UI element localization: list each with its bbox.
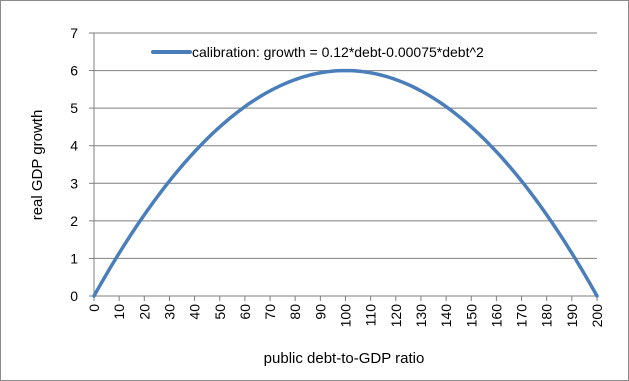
- series-line: [92, 68, 599, 298]
- y-axis-title: real GDP growth: [29, 110, 46, 221]
- x-tick-label: 180: [539, 304, 555, 328]
- x-tick-label: 150: [463, 304, 479, 328]
- x-tick-label: 40: [187, 304, 203, 320]
- y-tick-label: 5: [70, 100, 78, 116]
- axes: [89, 32, 598, 301]
- y-tick-label: 0: [70, 288, 78, 304]
- x-tick-label: 50: [212, 304, 228, 320]
- y-tick-labels: 0 1 2 3 4 5 6 7: [70, 25, 78, 304]
- x-tick-label: 170: [514, 304, 530, 328]
- x-tick-label: 30: [161, 304, 177, 320]
- y-tick-label: 3: [70, 175, 78, 191]
- y-tick-label: 7: [70, 25, 78, 41]
- series: [92, 68, 599, 298]
- x-tick-label: 10: [111, 304, 127, 320]
- y-tick-label: 2: [70, 213, 78, 229]
- x-tick-label: 120: [388, 304, 404, 328]
- y-tick-label: 4: [70, 138, 78, 154]
- x-tick-label: 130: [413, 304, 429, 328]
- x-tick-label: 200: [589, 304, 605, 328]
- legend: calibration: growth = 0.12*debt-0.00075*…: [151, 44, 484, 60]
- x-tick-label: 190: [564, 304, 580, 328]
- x-tick-label: 160: [488, 304, 504, 328]
- x-tick-label: 140: [438, 304, 454, 328]
- x-tick-label: 80: [287, 304, 303, 320]
- legend-label: calibration: growth = 0.12*debt-0.00075*…: [192, 44, 484, 60]
- x-tick-label: 60: [237, 304, 253, 320]
- x-tick-label: 0: [86, 304, 102, 312]
- y-tick-label: 1: [70, 250, 78, 266]
- x-tick-label: 110: [363, 304, 379, 327]
- x-tick-label: 90: [312, 304, 328, 320]
- y-tick-label: 6: [70, 63, 78, 79]
- x-tick-label: 100: [338, 304, 354, 328]
- x-axis-title: public debt-to-GDP ratio: [264, 350, 425, 367]
- x-tick-labels: 0 10 20 30 40 50 60 70 80 90 100 110 120 130 140 150 160…: [86, 304, 605, 328]
- x-tick-label: 20: [136, 304, 152, 320]
- x-tick-label: 70: [262, 304, 278, 320]
